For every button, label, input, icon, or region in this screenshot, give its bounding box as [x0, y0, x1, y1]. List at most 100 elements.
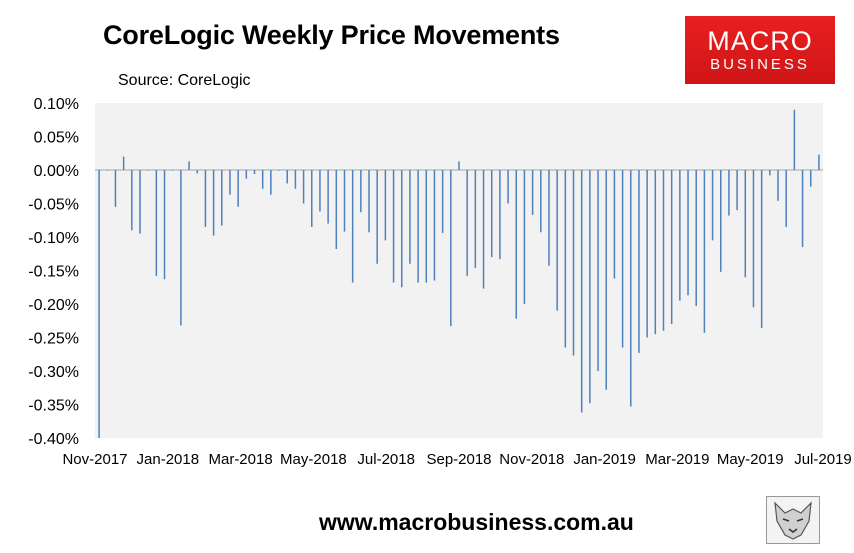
bar [311, 170, 313, 227]
bar [670, 170, 673, 325]
bar [752, 170, 755, 308]
bar [98, 170, 100, 438]
bar [212, 170, 215, 236]
bar [319, 170, 321, 212]
bar [728, 170, 730, 216]
bar [531, 170, 534, 215]
logo-line1: MACRO [707, 26, 813, 56]
bar [155, 170, 158, 276]
bar [540, 170, 542, 233]
bar [270, 170, 272, 195]
bar [711, 170, 714, 241]
bar [760, 170, 763, 329]
bar [769, 170, 771, 176]
x-tick-label: Jul-2019 [794, 451, 852, 468]
bar [221, 170, 223, 226]
bar [131, 170, 133, 231]
bar [433, 170, 436, 281]
chart-title: CoreLogic Weekly Price Movements [103, 20, 560, 50]
bar [695, 170, 697, 307]
x-tick-label: Sep-2018 [426, 451, 491, 468]
bar [360, 170, 362, 213]
bar [630, 170, 632, 407]
bar [171, 170, 174, 171]
bar [392, 170, 395, 283]
bar [793, 109, 796, 170]
bar [335, 170, 338, 250]
bar [237, 170, 239, 207]
bar [507, 170, 509, 204]
bar [474, 170, 477, 268]
bar [548, 170, 550, 266]
bar [261, 170, 264, 189]
x-tick-label: Nov-2017 [62, 451, 127, 468]
y-tick-label: 0.10% [34, 96, 79, 113]
x-tick-label: Mar-2019 [645, 451, 709, 468]
y-axis: 0.10% 0.05% 0.00% -0.05% -0.10% -0.15% -0.20% -… [28, 96, 823, 448]
y-tick-label: -0.35% [28, 398, 79, 415]
bar [466, 170, 468, 276]
bar [147, 170, 149, 171]
bar [458, 161, 460, 170]
bar [801, 170, 804, 248]
y-tick-label: -0.25% [28, 331, 79, 348]
bar [482, 170, 485, 289]
bar [351, 170, 354, 283]
bar [654, 170, 657, 335]
bar [785, 170, 787, 227]
macrobusiness-logo[interactable]: MACRO BUSINESS [685, 16, 835, 84]
bar [245, 170, 248, 179]
bar [139, 170, 141, 234]
bar [490, 170, 493, 258]
bar [621, 170, 624, 348]
x-tick-label: Jul-2018 [357, 451, 415, 468]
y-tick-label: -0.40% [28, 431, 79, 448]
bar [294, 170, 297, 189]
bar [450, 170, 452, 327]
website-url[interactable]: www.macrobusiness.com.au [319, 509, 634, 535]
bar [122, 156, 125, 170]
bar [253, 170, 256, 175]
x-tick-label: May-2018 [280, 451, 347, 468]
bar [286, 170, 288, 184]
bar [302, 170, 305, 204]
bar [409, 170, 411, 264]
bar [114, 170, 117, 207]
bar [597, 170, 599, 371]
bar [720, 170, 722, 272]
y-tick-label: -0.15% [28, 264, 79, 281]
bar [809, 170, 812, 187]
bar [736, 170, 738, 211]
bar [523, 170, 526, 304]
bar [376, 170, 378, 264]
bar [662, 170, 665, 331]
y-tick-label: -0.30% [28, 364, 79, 381]
y-tick-label: -0.10% [28, 230, 79, 247]
logo-line2: BUSINESS [710, 56, 810, 73]
x-tick-label: Mar-2018 [208, 451, 272, 468]
bar [196, 170, 198, 174]
x-tick-label: May-2019 [717, 451, 784, 468]
bar [580, 170, 583, 413]
plot-area [95, 103, 823, 438]
bar [605, 170, 607, 390]
bar [278, 170, 280, 171]
bar [687, 170, 689, 296]
bar [384, 170, 387, 241]
y-tick-label: -0.20% [28, 297, 79, 314]
bar [106, 170, 109, 171]
x-tick-label: Jan-2019 [573, 451, 636, 468]
y-tick-label: 0.05% [34, 130, 79, 147]
bar [441, 170, 444, 233]
wolf-logo-icon [766, 496, 820, 544]
bar [515, 170, 518, 319]
bar [589, 170, 591, 404]
x-tick-label: Jan-2018 [137, 451, 200, 468]
bar [646, 170, 648, 338]
bar [204, 170, 207, 227]
bar [417, 170, 419, 283]
bar [425, 170, 428, 283]
bar [564, 170, 567, 348]
bar [400, 170, 403, 288]
